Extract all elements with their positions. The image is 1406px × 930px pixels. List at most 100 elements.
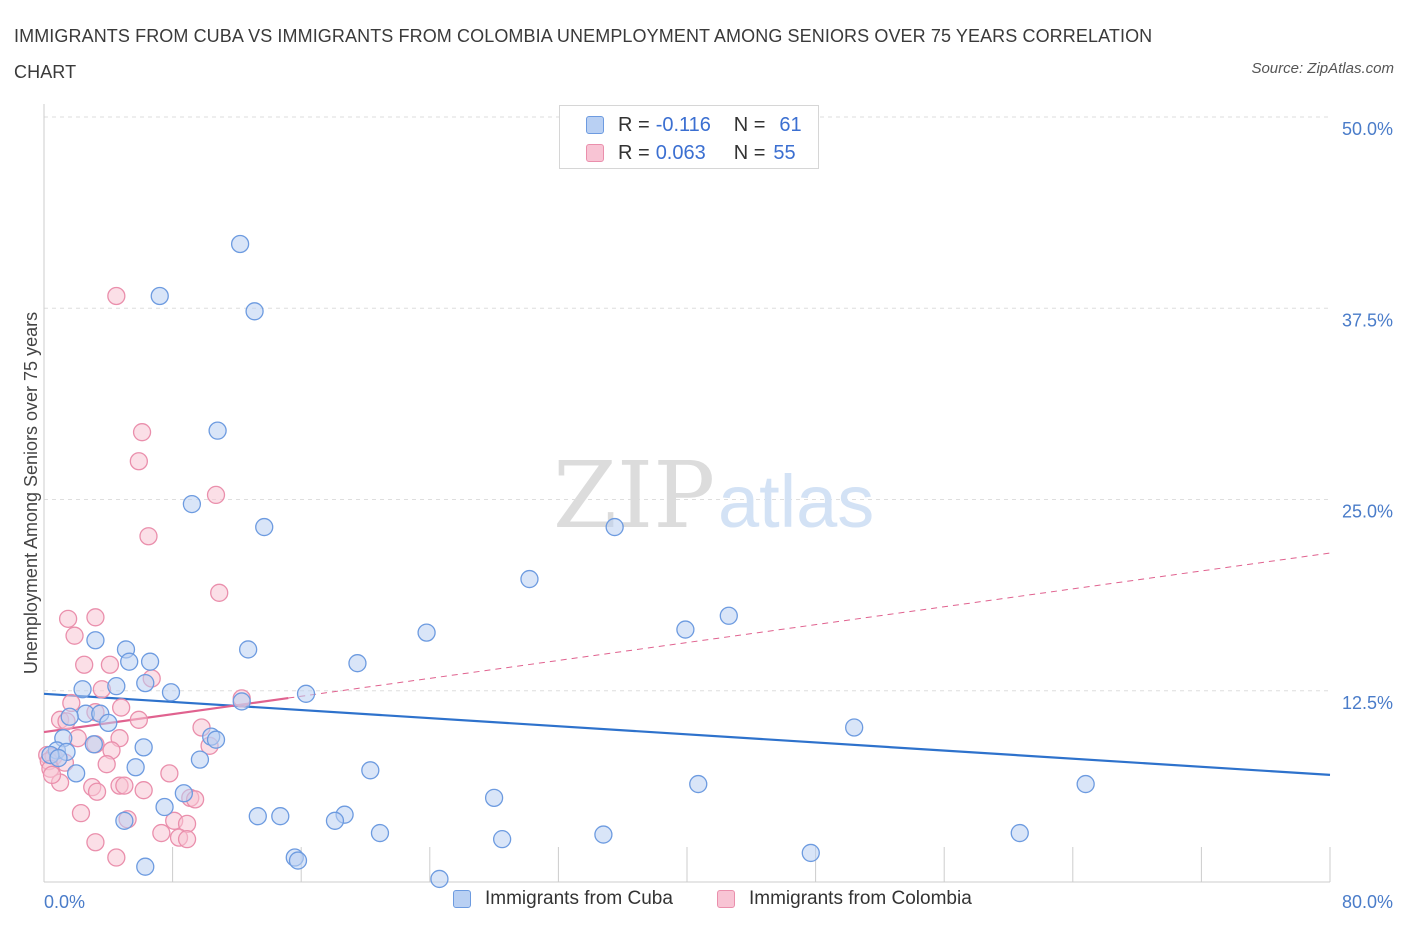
legend-n-value-cuba: 61	[779, 113, 802, 136]
cuba-point-44	[484, 788, 504, 807]
cuba-point-53	[594, 825, 613, 844]
colombia-point-45	[152, 823, 171, 843]
cuba-point-9	[676, 620, 695, 639]
cuba-point-36	[49, 748, 68, 768]
colombia-trend-line-dashed	[288, 552, 1331, 699]
bottom-legend-colombia: Immigrants from Colombia	[717, 888, 972, 910]
cuba-trend-line	[43, 692, 1331, 776]
cuba-point-39	[361, 761, 380, 780]
colombia-point-7	[86, 608, 105, 627]
cuba-point-57	[288, 851, 308, 870]
legend-r-value-colombia: 0.063	[655, 141, 706, 164]
cuba-point-10	[417, 623, 436, 642]
colombia-point-1	[132, 423, 152, 442]
cuba-legend-label: Immigrants from Cuba	[485, 888, 673, 909]
cuba-point-52	[492, 830, 512, 849]
cuba-point-25	[60, 707, 79, 726]
colombia-points	[38, 286, 251, 867]
cuba-point-40	[67, 764, 86, 783]
y-tick-label-1: 25.0%	[1342, 502, 1393, 522]
cuba-point-30	[206, 730, 226, 749]
cuba-point-50	[325, 811, 345, 830]
trend-lines	[43, 552, 1331, 776]
cuba-point-21	[296, 684, 316, 703]
x-axis-ticks	[43, 847, 1331, 882]
cuba-point-8	[719, 606, 738, 625]
cuba-point-42	[1076, 774, 1095, 794]
colombia-point-9	[75, 655, 94, 674]
colombia-point-4	[139, 527, 158, 546]
cuba-point-16	[348, 654, 367, 673]
colombia-swatch	[586, 144, 604, 162]
colombia-point-15	[112, 698, 131, 717]
y-axis-tick-labels: 12.5% 25.0% 37.5% 50.0%	[1342, 119, 1393, 713]
colombia-point-49	[107, 848, 126, 867]
cuba-point-43	[174, 784, 194, 803]
cuba-point-19	[73, 680, 92, 699]
colombia-point-32	[160, 764, 179, 783]
cuba-point-37	[190, 750, 210, 769]
cuba-point-4	[182, 494, 202, 514]
colombia-point-6	[58, 609, 78, 628]
colombia-point-3	[206, 485, 226, 505]
colombia-point-10	[100, 655, 120, 674]
cuba-point-59	[430, 869, 449, 889]
cuba-point-45	[155, 797, 174, 817]
colombia-point-36	[115, 776, 134, 795]
cuba-point-32	[134, 738, 153, 757]
cuba-point-54	[1010, 823, 1029, 843]
watermark-zip: ZIP	[553, 442, 715, 549]
legend-n-value-colombia: 55	[773, 141, 796, 164]
chart-title: IMMIGRANTS FROM CUBA VS IMMIGRANTS FROM …	[14, 26, 1153, 82]
legend-r-label: R =	[618, 113, 650, 136]
cuba-point-6	[605, 517, 624, 537]
cuba-point-46	[248, 807, 267, 826]
y-tick-label-2: 37.5%	[1342, 310, 1393, 330]
cuba-point-47	[271, 807, 290, 826]
cuba-point-13	[239, 640, 258, 659]
x-tick-label-min: 0.0%	[44, 892, 85, 912]
colombia-point-38	[134, 781, 153, 800]
legend-r-value-cuba: -0.116	[655, 113, 711, 136]
cuba-point-1	[150, 286, 169, 306]
colombia-point-8	[65, 626, 84, 645]
colombia-point-41	[71, 804, 91, 823]
cuba-point-20	[161, 683, 181, 702]
cuba-point-55	[801, 843, 820, 863]
cuba-legend-swatch	[453, 890, 471, 908]
colombia-point-48	[86, 833, 105, 852]
cuba-point-7	[520, 569, 539, 589]
cuba-point-58	[136, 857, 155, 876]
cuba-point-22	[232, 692, 251, 711]
cuba-point-3	[208, 421, 227, 440]
colombia-point-2	[129, 452, 148, 471]
x-tick-label-max: 80.0%	[1342, 892, 1393, 912]
colombia-point-37	[87, 782, 107, 801]
cuba-point-31	[84, 735, 103, 754]
cuba-point-11	[86, 631, 105, 650]
legend-row-colombia: R = 0.063 N = 55	[586, 141, 796, 165]
cuba-swatch	[586, 116, 604, 134]
y-tick-label-3: 50.0%	[1342, 119, 1393, 139]
cuba-point-26	[99, 713, 118, 733]
watermark-atlas: atlas	[718, 460, 874, 543]
legend-row-cuba: R = -0.116 N = 61	[586, 113, 802, 137]
cuba-point-27	[845, 718, 864, 737]
cuba-point-14	[120, 652, 139, 671]
watermark: ZIP atlas	[553, 442, 874, 549]
cuba-points	[41, 234, 1095, 889]
cuba-point-41	[689, 774, 708, 794]
colombia-legend-swatch	[717, 890, 735, 908]
legend-n-label: N =	[733, 113, 766, 136]
cuba-point-15	[140, 652, 160, 671]
correlation-legend: R = -0.116 N = 61 R = 0.063 N = 55	[559, 105, 819, 169]
cuba-point-49	[115, 811, 134, 830]
colombia-point-30	[97, 755, 116, 774]
colombia-point-0	[107, 286, 126, 306]
y-tick-label-0: 12.5%	[1342, 693, 1393, 713]
colombia-point-19	[129, 710, 148, 729]
cuba-point-38	[126, 758, 145, 777]
cuba-point-17	[136, 673, 155, 693]
y-axis-label: Unemployment Among Seniors over 75 years	[21, 312, 41, 674]
